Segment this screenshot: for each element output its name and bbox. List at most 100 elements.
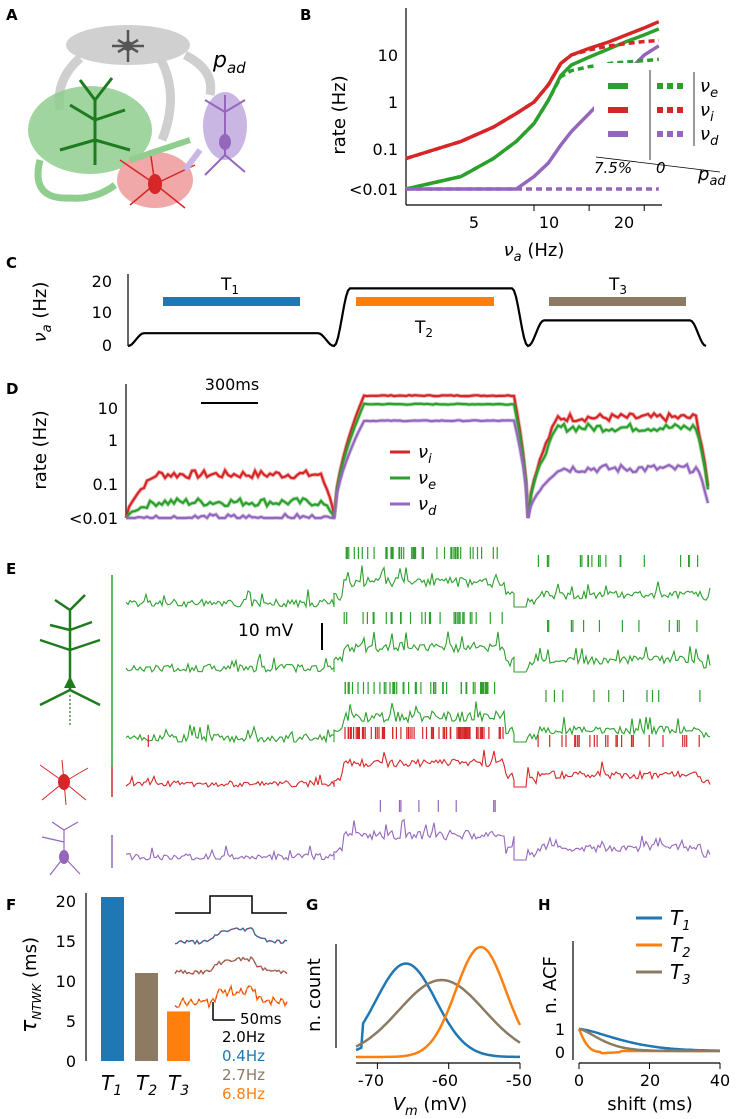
interneuron-d-icon — [204, 95, 246, 176]
b-xlabel: νa (Hz) — [504, 240, 565, 265]
g-series-line-0 — [355, 962, 520, 1059]
f-ytick-4: 20 — [56, 892, 76, 911]
e-trace-3 — [125, 749, 711, 789]
h-ylabel: n. ACF — [540, 956, 561, 1014]
pyramidal-neuron-icon — [59, 77, 131, 165]
ext-to-dend-arrow — [182, 50, 216, 96]
f-inset-trace-0 — [174, 927, 288, 945]
f-ylabel: τNTWK (ms) — [17, 937, 44, 1033]
f-inset-scale: 2.0Hz — [222, 1028, 265, 1046]
c-ylabel: νa (Hz) — [30, 282, 55, 343]
d-legend-nu-d: νd — [418, 494, 437, 519]
panel-d: <0.01 0.1 1 10 rate (Hz) 300ms νi νe νd — [30, 375, 710, 528]
b-xtick-2: 20 — [614, 213, 634, 232]
d-series-line-1 — [125, 402, 710, 519]
d-ytick-1: 0.1 — [93, 475, 118, 494]
e-pyramidal-icon — [39, 594, 101, 707]
g-series-line-2 — [356, 945, 522, 1059]
c-bar-t1 — [163, 297, 300, 306]
panel-e: 10 mV — [39, 547, 711, 876]
e-trace-0 — [125, 565, 711, 609]
f-xtick-t3: T3 — [168, 1071, 189, 1099]
d-ytick-0: <0.01 — [69, 509, 118, 528]
panel-g: n. count -70 -60 -50 Vm (mV) — [304, 944, 532, 1119]
f-ytick-3: 15 — [56, 932, 76, 951]
h-xtick-1: 20 — [640, 1071, 660, 1090]
b-xtick-1: 10 — [539, 213, 559, 232]
ext-to-inh-arrow — [155, 55, 175, 142]
panel-label-f: F — [6, 896, 16, 914]
c-input-trace — [127, 287, 707, 348]
d-series-line-0 — [124, 393, 710, 519]
f-inset-pulse — [175, 895, 287, 914]
h-ytick-0: 0 — [555, 1043, 565, 1062]
f-inset: 50ms 2.0Hz 0.4Hz 2.7Hz 6.8Hz — [174, 895, 288, 1103]
d-series-line-2 — [126, 419, 710, 520]
b-legend-p-ad: pad — [697, 164, 726, 189]
b-legend: νe νi νd 7.5% 0 pad — [594, 63, 734, 189]
f-bar-2 — [167, 1011, 190, 1061]
p-ad-label: pad — [212, 48, 246, 77]
b-ytick-3: 10 — [378, 46, 398, 65]
g-xtick-2: -50 — [506, 1071, 532, 1090]
h-xlabel: shift (ms) — [607, 1094, 693, 1115]
interneuron-i-icon — [119, 149, 196, 209]
panel-b: <0.01 0.1 1 10 5 10 20 rate (Hz) νa (Hz)… — [329, 8, 734, 265]
f-bar-0 — [101, 897, 124, 1061]
d-legend-nu-e: νe — [418, 468, 436, 493]
e-trace-4 — [125, 818, 711, 862]
c-label-t1: T1 — [220, 275, 239, 297]
f-inset-val-t1: 0.4Hz — [222, 1047, 265, 1065]
b-ytick-2: 1 — [388, 93, 398, 112]
panel-c: 0 10 20 νa (Hz) T1 T2 T3 — [30, 272, 707, 355]
f-ytick-1: 5 — [66, 1012, 76, 1031]
b-legend-nu-i: νi — [700, 100, 714, 125]
panel-label-h: H — [538, 896, 551, 914]
d-ytick-3: 10 — [98, 399, 118, 418]
f-ytick-0: 0 — [66, 1052, 76, 1071]
panel-label-a: A — [6, 6, 18, 24]
f-inset-time: 50ms — [240, 1010, 282, 1028]
g-ylabel: n. count — [304, 958, 325, 1032]
panel-label-c: C — [6, 254, 17, 272]
panel-label-e: E — [6, 560, 16, 578]
c-bar-t2 — [356, 297, 494, 306]
b-legend-nu-e: νe — [700, 76, 718, 101]
b-ylabel: rate (Hz) — [329, 75, 350, 154]
panel-f: 0 5 10 15 20 τNTWK (ms) T1 T2 T3 50ms 2.… — [17, 892, 288, 1103]
b-xtick-0: 5 — [469, 213, 479, 232]
c-ytick-2: 20 — [92, 272, 112, 291]
g-xtick-1: -60 — [432, 1071, 458, 1090]
b-series-line-3 — [405, 38, 659, 161]
e-inh-dendrites-icon — [39, 759, 89, 806]
b-legend-nu-d: νd — [700, 124, 719, 149]
d-legend: νi νe νd — [390, 442, 437, 519]
c-ytick-1: 10 — [92, 303, 112, 322]
c-label-t2: T2 — [414, 318, 433, 340]
g-series-line-1 — [355, 978, 521, 1048]
d-legend-nu-i: νi — [418, 442, 432, 467]
network-schematic: pad — [28, 25, 247, 209]
c-bar-t3 — [549, 297, 686, 306]
exc-recurrent-arrow — [34, 159, 118, 202]
panel-h: 1 0 n. ACF 0 20 40 shift (ms) T1 T2 T3 — [540, 906, 730, 1115]
c-ytick-0: 0 — [102, 336, 112, 355]
f-xtick-t1: T1 — [101, 1071, 122, 1099]
f-bar-1 — [135, 973, 158, 1061]
h-ytick-1: 1 — [555, 1020, 565, 1039]
f-inset-val-t3: 2.7Hz — [222, 1066, 265, 1084]
e-scalebar-label: 10 mV — [238, 621, 294, 641]
g-xtick-0: -70 — [358, 1071, 384, 1090]
h-xtick-2: 40 — [710, 1071, 730, 1090]
excitatory-population — [28, 86, 152, 174]
b-ytick-0: <0.01 — [349, 180, 398, 199]
h-legend-t2: T2 — [670, 933, 691, 961]
g-xlabel: Vm (mV) — [393, 1094, 468, 1119]
h-legend-t3: T3 — [670, 960, 691, 988]
f-inset-val-t2: 6.8Hz — [222, 1085, 265, 1103]
panel-label-d: D — [6, 380, 18, 398]
e-trace-2 — [125, 701, 711, 744]
h-xtick-0: 0 — [574, 1071, 584, 1090]
e-dend-neuron-icon — [41, 821, 81, 876]
panel-label-g: G — [306, 896, 318, 914]
